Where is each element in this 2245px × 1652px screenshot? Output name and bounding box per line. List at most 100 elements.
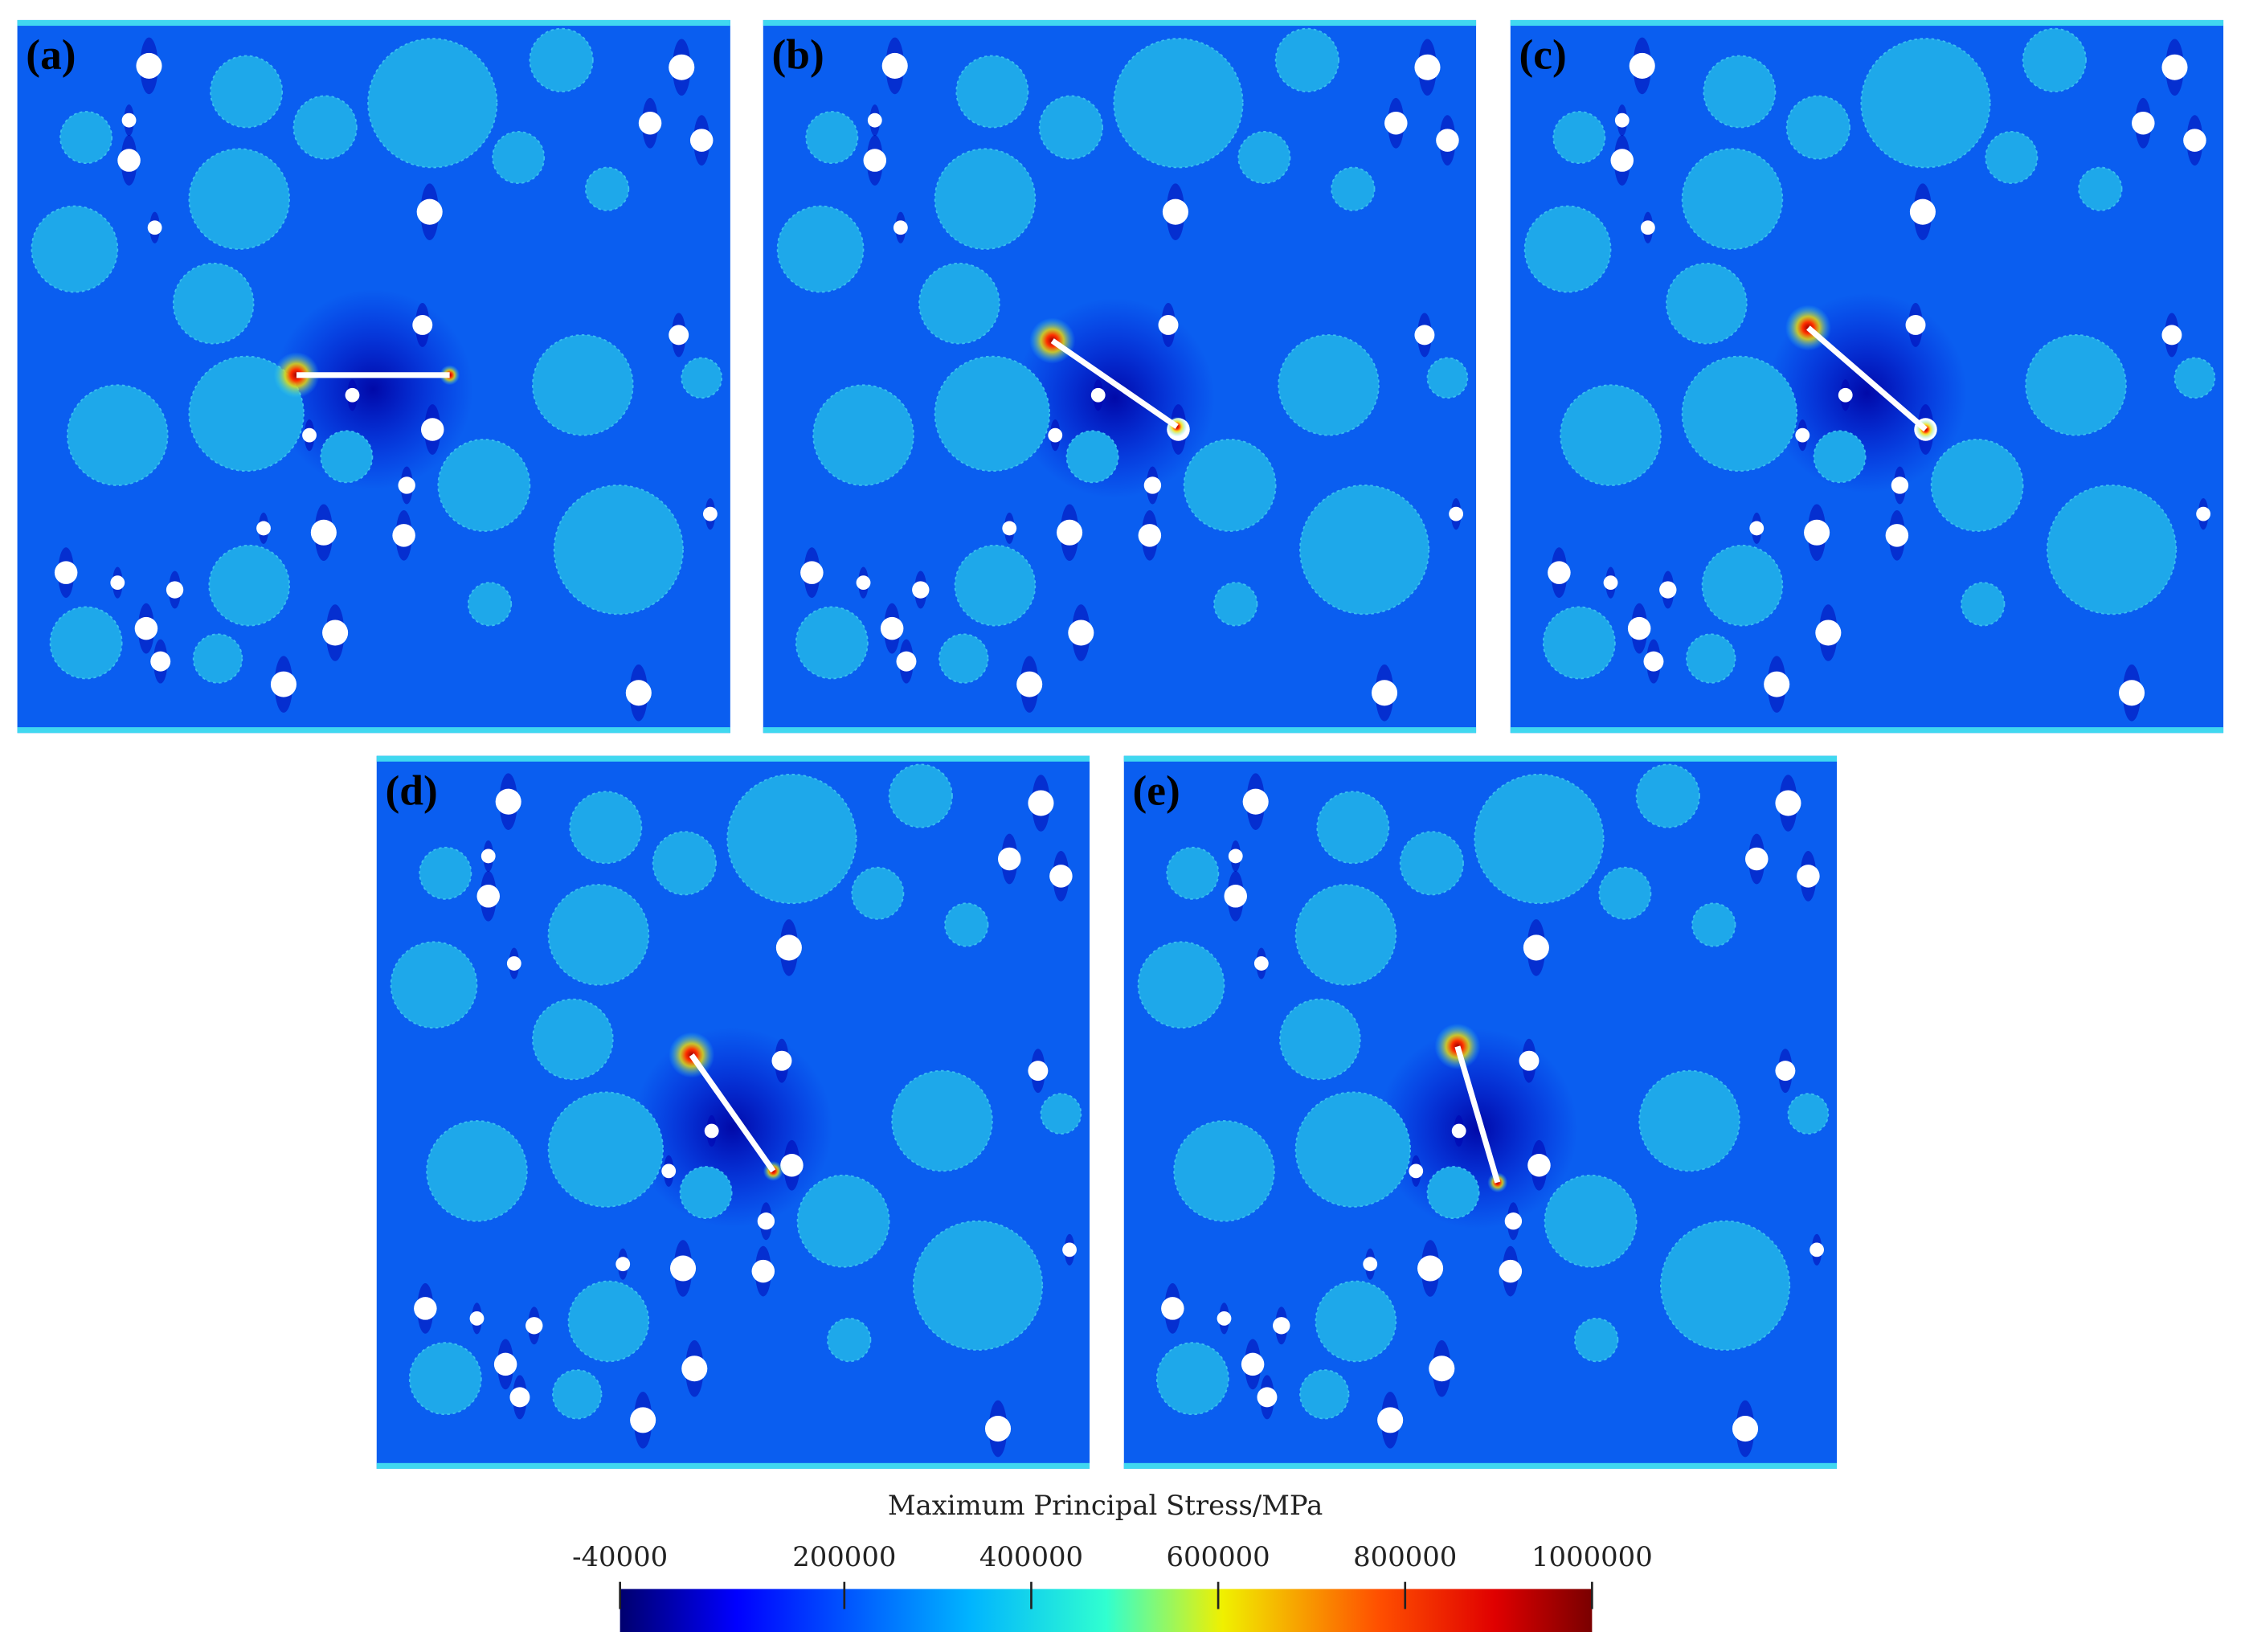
hole [1002,521,1017,536]
aggregate [805,111,859,164]
hole [1090,387,1106,403]
aggregate [1278,334,1380,436]
crack [1454,1045,1501,1184]
hole [1815,620,1842,646]
aggregate [1113,38,1244,169]
aggregate [390,941,478,1029]
aggregate [192,633,243,684]
aggregate [796,1174,890,1268]
aggregate [912,1220,1044,1351]
hole [310,519,337,546]
hole [780,1153,804,1177]
hole [1745,847,1769,871]
aggregate [652,831,717,896]
aggregate [547,884,650,986]
hole [1016,671,1043,697]
aggregate [1635,763,1700,828]
aggregate [567,1280,650,1363]
hole [1409,1163,1424,1179]
aggregate [1040,1093,1082,1135]
aggregate [437,439,531,532]
hole [1028,1061,1049,1082]
panel-label: (d) [385,766,437,814]
hole [681,1356,708,1382]
hole [1499,1259,1523,1283]
aggregate [467,582,513,627]
aggregate [888,763,953,828]
aggregate [59,111,113,164]
aggregate [1426,1166,1480,1220]
hole [480,848,496,864]
aggregate [795,606,869,680]
hole [150,651,171,672]
hole [757,1212,775,1230]
hole [1891,476,1909,494]
aggregate [1155,1342,1229,1416]
aggregate [726,773,857,905]
hole [1451,1123,1466,1139]
hole [1057,519,1083,546]
hole [1363,1257,1378,1272]
hole [1797,865,1820,888]
panel-label: (b) [772,31,824,79]
hole [1161,1297,1184,1320]
hole [1603,575,1618,591]
hole [147,220,162,235]
aggregate [1173,1120,1275,1222]
aggregate [1474,773,1605,905]
hole [984,1416,1012,1442]
aggregate [320,430,374,484]
hole [896,651,917,672]
hole [1749,521,1765,536]
hole [1417,1255,1444,1282]
hole [1905,314,1926,335]
panel-label: (a) [26,31,76,79]
colorbar-tick-label: 1000000 [1531,1541,1653,1572]
aggregate [918,262,1000,345]
hole [469,1311,485,1326]
hole [615,1257,631,1272]
hole [398,476,415,494]
aggregate [1660,1220,1791,1351]
hole [416,198,443,225]
hole [110,575,125,591]
crack [1050,338,1179,429]
hole [1228,848,1243,864]
hole [121,112,137,128]
hole [880,616,904,640]
aggregate [367,38,498,169]
hole [270,671,296,697]
hole [1764,671,1790,697]
aggregate [1426,357,1469,399]
aggregate [1961,582,2006,627]
hole [1504,1212,1523,1230]
hole [1068,620,1094,646]
aggregate [1183,439,1277,532]
aggregate [1038,95,1103,160]
hole [1372,680,1398,706]
aggregate [1681,355,1798,472]
aggregate [1523,205,1612,293]
colorbar-tick-label: 600000 [1166,1541,1270,1572]
aggregate [492,131,546,184]
hole [1523,934,1549,961]
hole [912,581,930,599]
aggregate [1560,384,1662,486]
aggregate [210,55,284,129]
aggregate [426,1120,528,1222]
hole [2183,129,2206,152]
hole [1519,1050,1540,1071]
hole [1659,581,1677,599]
hole [1527,1153,1551,1177]
simulation-panel: (c) [1510,19,2224,734]
hole [1436,129,1459,152]
aggregate [1544,1174,1638,1268]
aggregate [67,384,169,486]
hole [2161,54,2188,80]
aggregate [408,1342,482,1416]
aggregate [1237,131,1291,184]
hole [893,220,908,235]
hole [1838,387,1853,403]
aggregate [532,334,634,436]
